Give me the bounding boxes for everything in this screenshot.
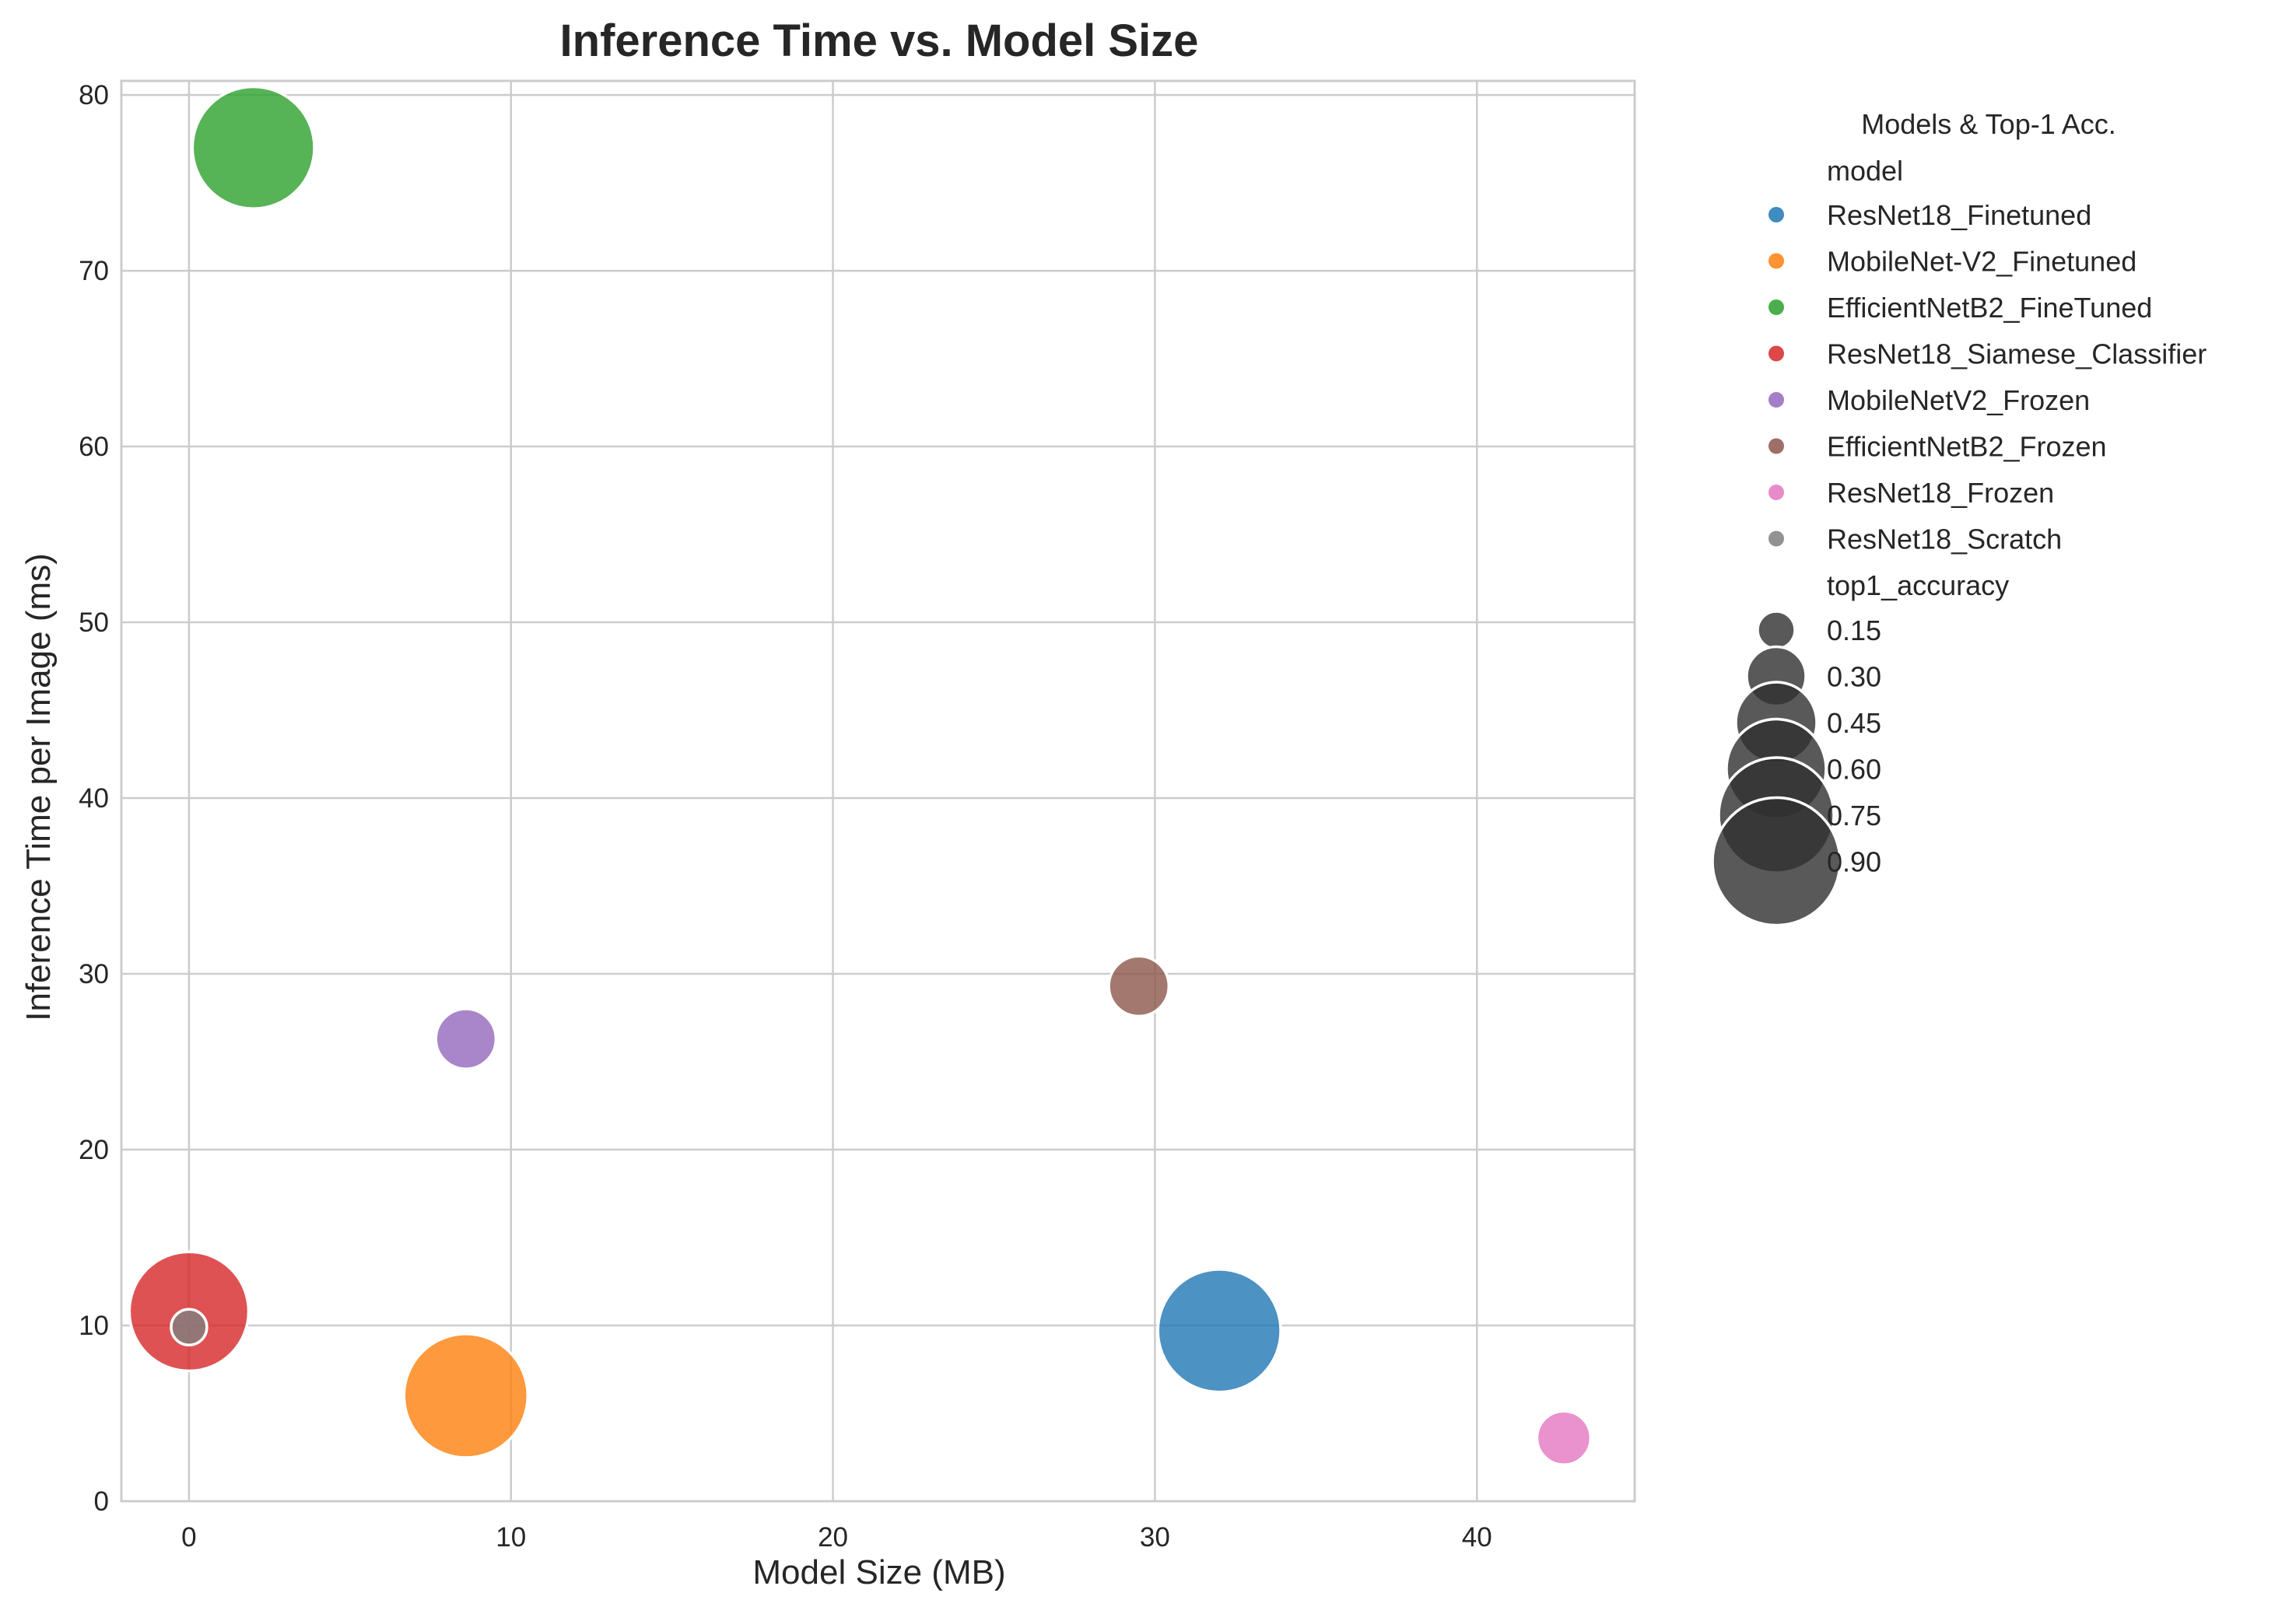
data-point <box>191 85 316 210</box>
y-tick-label: 60 <box>79 432 109 462</box>
data-point <box>434 1007 498 1070</box>
legend-marker <box>1768 207 1784 222</box>
legend-entry: MobileNet-V2_Finetuned <box>1827 246 2137 278</box>
x-axis-label: Model Size (MB) <box>752 1553 1005 1591</box>
y-tick-label: 10 <box>79 1311 109 1341</box>
plot-area: 0 10 20 30 40 0 10 20 30 40 50 60 70 80 <box>79 79 1636 1553</box>
legend-marker <box>1768 530 1784 547</box>
y-tick-label: 40 <box>79 783 109 814</box>
legend-marker <box>1768 345 1784 362</box>
plot-frame <box>120 79 1636 1503</box>
data-point <box>1535 1409 1593 1466</box>
legend-size-label: 0.60 <box>1827 754 1881 786</box>
data-point <box>1156 1268 1282 1394</box>
legend-entry: ResNet18_Frozen <box>1827 477 2054 509</box>
legend-entry: EfficientNetB2_Frozen <box>1827 431 2107 463</box>
legend-entry: ResNet18_Scratch <box>1827 523 2062 555</box>
y-tick-label: 50 <box>79 607 109 638</box>
legend-size-header: top1_accuracy <box>1827 569 2009 601</box>
data-point <box>170 1308 209 1346</box>
legend-size-label: 0.15 <box>1827 614 1881 646</box>
legend-size-marker <box>1711 796 1842 927</box>
legend-size-label: 0.90 <box>1827 846 1881 878</box>
legend-marker <box>1768 299 1784 315</box>
y-tick-label: 30 <box>79 959 109 989</box>
legend-entry: ResNet18_Siamese_Classifier <box>1827 338 2207 370</box>
legend-size-label: 0.75 <box>1827 800 1881 832</box>
x-tick-label: 0 <box>181 1522 196 1553</box>
chart-title: Inference Time vs. Model Size <box>560 16 1199 66</box>
x-tick-label: 30 <box>1140 1522 1170 1553</box>
legend-entry: ResNet18_Finetuned <box>1827 199 2091 231</box>
legend-size-label: 0.45 <box>1827 707 1881 739</box>
legend-marker <box>1768 392 1784 408</box>
y-tick-label: 70 <box>79 256 109 286</box>
legend-hue-header: model <box>1827 155 1903 187</box>
legend-size-label: 0.30 <box>1827 661 1881 693</box>
x-tick-label: 10 <box>496 1522 526 1553</box>
x-tick-label: 20 <box>818 1522 848 1553</box>
legend-entry: EfficientNetB2_FineTuned <box>1827 292 2152 324</box>
y-tick-label: 20 <box>79 1135 109 1165</box>
legend: Models & Top-1 Acc. model ResNet18_Finetun… <box>1711 108 2207 927</box>
data-point <box>402 1332 530 1459</box>
x-tick-label: 40 <box>1462 1522 1492 1553</box>
legend-marker <box>1768 438 1784 454</box>
y-tick-label: 0 <box>94 1486 109 1517</box>
y-tick-label: 80 <box>79 80 109 110</box>
data-point <box>1107 954 1171 1018</box>
legend-size-marker <box>1756 610 1796 650</box>
legend-marker <box>1768 485 1784 500</box>
legend-entry: MobileNetV2_Frozen <box>1827 384 2090 416</box>
y-axis-label: Inference Time per Image (ms) <box>19 553 58 1021</box>
legend-title: Models & Top-1 Acc. <box>1861 108 2116 140</box>
plot-background <box>121 81 1635 1501</box>
legend-marker <box>1768 253 1784 269</box>
